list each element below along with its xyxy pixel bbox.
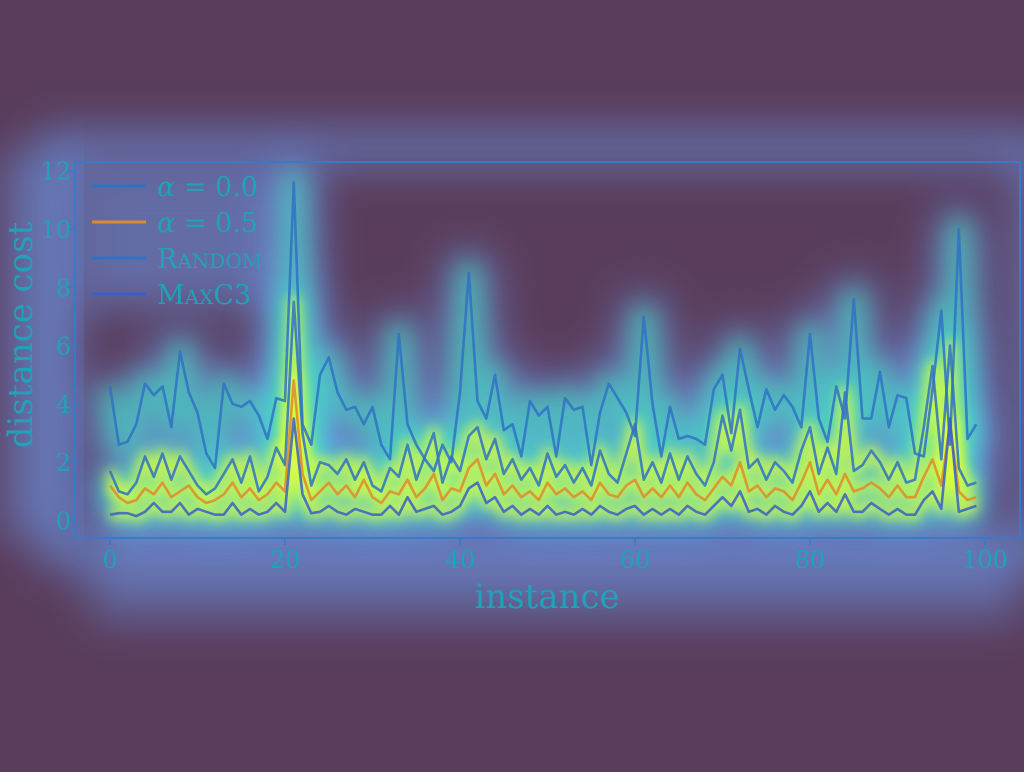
series-line-3	[109, 417, 977, 518]
legend-label-1: α = 0.5	[157, 208, 258, 239]
y-tick-label: 8	[56, 274, 71, 302]
x-tick-label: 60	[620, 546, 651, 574]
legend-label-part: ANDOM	[176, 249, 262, 273]
y-tick-label: 10	[40, 216, 71, 244]
x-tick-label: 0	[102, 546, 117, 574]
y-tick-label: 6	[56, 333, 71, 361]
y-axis-label: distance cost	[1, 221, 41, 448]
y-tick-label: 2	[56, 449, 71, 477]
x-tick-label: 20	[270, 546, 301, 574]
y-tick-label: 0	[56, 508, 71, 536]
legend-label-part: α	[157, 208, 175, 239]
legend-label-part: M	[157, 280, 185, 311]
legend-label-part: = 0.5	[175, 208, 258, 239]
legend-label-part: C3	[213, 280, 251, 311]
glow-x-axis	[90, 540, 1020, 620]
plot-frame	[74, 161, 1021, 539]
x-axis-label: instance	[474, 577, 619, 617]
x-tick-label: 40	[445, 546, 476, 574]
x-axis: 0 20 40 60 80 100	[102, 538, 1008, 574]
glow-y-axis	[0, 150, 70, 540]
y-tick-label: 4	[56, 391, 71, 419]
series-line-1	[108, 379, 977, 505]
legend-label-part: R	[157, 244, 178, 275]
series-lines	[108, 181, 978, 518]
x-tick-label: 100	[962, 546, 1008, 574]
legend-label-0: α = 0.0	[157, 172, 258, 203]
legend-label-part: AX	[184, 285, 214, 309]
y-tick-label: 12	[40, 158, 71, 186]
series-line-2	[108, 181, 978, 473]
legend-label-part: = 0.0	[175, 172, 258, 203]
legend-label-3: MAXC3	[157, 280, 251, 311]
legend-label-part: α	[157, 172, 175, 203]
series-line-0	[108, 300, 977, 496]
legend-label-2: RANDOM	[157, 244, 262, 275]
y-axis: 0 2 4 6 8 10 12	[40, 158, 75, 536]
glow-legend	[80, 168, 300, 308]
heatmap-glow-overlay	[0, 131, 1024, 620]
x-tick-label: 80	[795, 546, 826, 574]
